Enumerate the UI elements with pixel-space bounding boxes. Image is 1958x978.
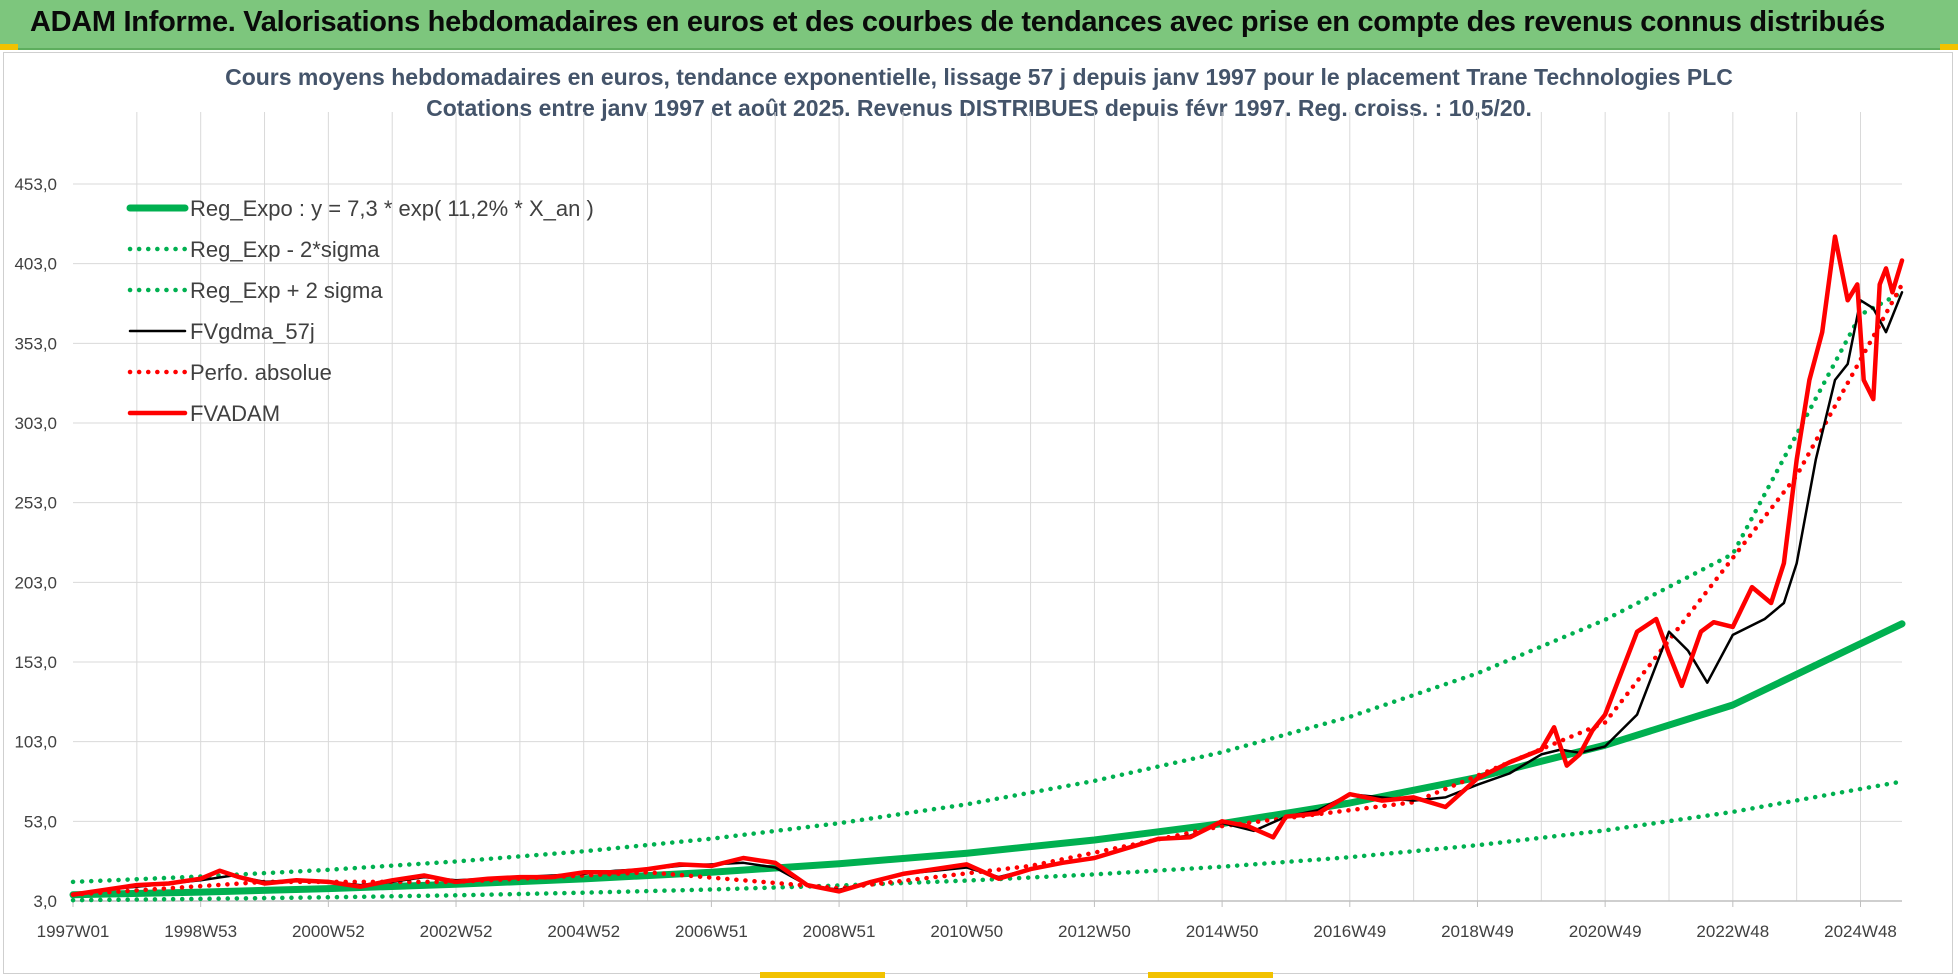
legend-label: FVADAM (190, 401, 280, 426)
chart-title: Cours moyens hebdomadaires en euros, ten… (225, 64, 1733, 90)
y-tick-label: 103,0 (14, 733, 57, 752)
series-line-5 (70, 234, 1905, 897)
x-tick-label: 2018W49 (1441, 922, 1514, 941)
grid-lines (73, 112, 1902, 902)
x-tick-label: 2012W50 (1058, 922, 1131, 941)
series-line-1 (70, 779, 1905, 903)
x-tick-label: 2004W52 (547, 922, 620, 941)
x-tick-label: 2010W50 (930, 922, 1003, 941)
series-line-2 (70, 290, 1905, 885)
series-line-3 (71, 291, 1904, 896)
x-tick-label: 1997W01 (37, 922, 110, 941)
legend-label: Reg_Exp - 2*sigma (190, 237, 380, 262)
x-tick-label: 2002W52 (420, 922, 493, 941)
legend-label: FVgdma_57j (190, 319, 315, 344)
y-axis-ticks: 453,0 403,0 353,0 303,0 253,0 203,0 153,0 103,0… (14, 175, 57, 911)
x-tick-label: 2020W49 (1569, 922, 1642, 941)
x-tick-label: 2016W49 (1313, 922, 1386, 941)
y-tick-label: 253,0 (14, 494, 57, 513)
banner-accent-left (0, 44, 18, 50)
x-tick-label: 2022W48 (1696, 922, 1769, 941)
series-line-4 (70, 282, 1905, 897)
bottom-tab-accent (760, 972, 885, 978)
y-tick-label: 353,0 (14, 334, 57, 353)
y-tick-label: 303,0 (14, 414, 57, 433)
legend-label: Perfo. absolue (190, 360, 332, 385)
x-axis-ticks: 1997W01 1998W53 2000W52 2002W52 2004W52 2006W… (37, 901, 1897, 941)
x-tick-label: 2008W51 (803, 922, 876, 941)
legend-label: Reg_Exp + 2 sigma (190, 278, 383, 303)
report-title: ADAM Informe. Valorisations hebdomadaire… (30, 6, 1885, 38)
series-line-0 (69, 620, 1906, 899)
y-tick-label: 53,0 (24, 812, 57, 831)
bottom-tab-accent (1148, 972, 1273, 978)
x-tick-label: 2014W50 (1186, 922, 1259, 941)
y-tick-label: 403,0 (14, 255, 57, 274)
legend: Reg_Expo : y = 7,3 * exp( 11,2% * X_an )… (126, 196, 594, 426)
x-tick-label: 2006W51 (675, 922, 748, 941)
x-tick-label: 1998W53 (164, 922, 237, 941)
header-banner: ADAM Informe. Valorisations hebdomadaire… (0, 0, 1958, 50)
x-tick-label: 2024W48 (1824, 922, 1897, 941)
x-tick-label: 2000W52 (292, 922, 365, 941)
legend-label: Reg_Expo : y = 7,3 * exp( 11,2% * X_an ) (190, 196, 594, 221)
y-tick-label: 3,0 (33, 892, 57, 911)
y-tick-label: 203,0 (14, 573, 57, 592)
y-tick-label: 153,0 (14, 653, 57, 672)
y-tick-label: 453,0 (14, 175, 57, 194)
banner-accent-right (1940, 44, 1958, 50)
series-lines (69, 234, 1906, 903)
chart-subtitle: Cotations entre janv 1997 et août 2025. … (426, 95, 1532, 121)
